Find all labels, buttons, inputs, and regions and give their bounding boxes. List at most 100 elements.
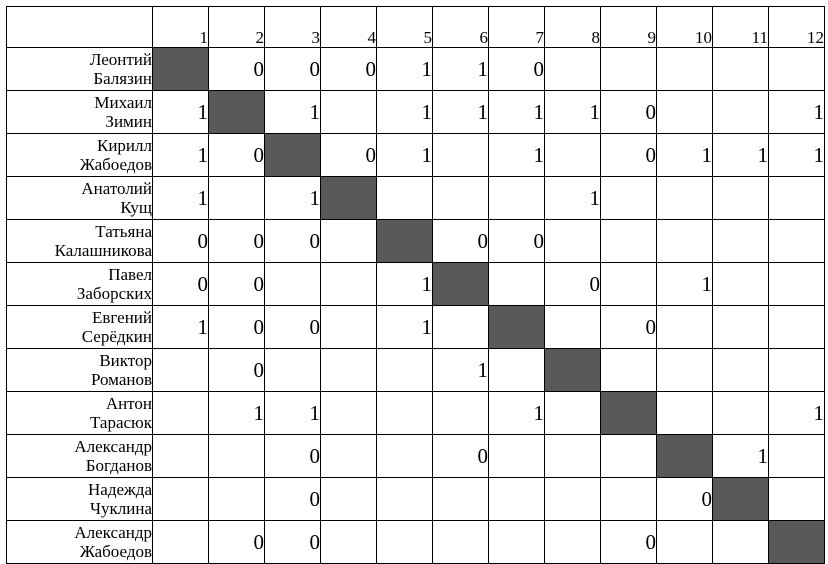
matrix-cell[interactable]: [656, 348, 713, 392]
matrix-cell[interactable]: 1: [432, 47, 489, 91]
matrix-cell[interactable]: 0: [264, 47, 321, 91]
matrix-cell[interactable]: [320, 262, 377, 306]
matrix-cell[interactable]: [600, 47, 657, 91]
matrix-cell[interactable]: [152, 391, 209, 435]
matrix-cell[interactable]: [712, 47, 769, 91]
matrix-cell[interactable]: [544, 391, 601, 435]
matrix-cell[interactable]: 1: [376, 47, 433, 91]
matrix-cell[interactable]: [656, 90, 713, 134]
matrix-cell[interactable]: [488, 434, 545, 478]
matrix-cell[interactable]: [208, 176, 265, 220]
matrix-cell[interactable]: 0: [208, 305, 265, 349]
matrix-cell[interactable]: 1: [152, 305, 209, 349]
matrix-cell[interactable]: 0: [488, 219, 545, 263]
matrix-cell[interactable]: [600, 262, 657, 306]
matrix-cell[interactable]: [152, 348, 209, 392]
matrix-cell[interactable]: [768, 262, 825, 306]
matrix-cell[interactable]: [544, 477, 601, 521]
matrix-cell[interactable]: [712, 90, 769, 134]
matrix-cell[interactable]: 0: [264, 219, 321, 263]
matrix-cell[interactable]: [432, 176, 489, 220]
matrix-cell[interactable]: 1: [712, 133, 769, 177]
matrix-cell[interactable]: 0: [208, 133, 265, 177]
matrix-cell[interactable]: 0: [264, 434, 321, 478]
matrix-cell[interactable]: 0: [152, 262, 209, 306]
matrix-cell-diagonal[interactable]: [488, 305, 545, 349]
matrix-cell[interactable]: [376, 348, 433, 392]
matrix-cell[interactable]: 1: [544, 176, 601, 220]
matrix-cell-diagonal[interactable]: [432, 262, 489, 306]
matrix-cell[interactable]: [656, 219, 713, 263]
matrix-cell[interactable]: [600, 176, 657, 220]
matrix-cell-diagonal[interactable]: [712, 477, 769, 521]
matrix-cell[interactable]: [152, 434, 209, 478]
matrix-cell[interactable]: 0: [432, 434, 489, 478]
matrix-cell[interactable]: [600, 219, 657, 263]
matrix-cell[interactable]: 0: [432, 219, 489, 263]
matrix-cell[interactable]: 0: [600, 90, 657, 134]
matrix-cell[interactable]: [320, 90, 377, 134]
matrix-cell-diagonal[interactable]: [264, 133, 321, 177]
matrix-cell[interactable]: 1: [208, 391, 265, 435]
matrix-cell[interactable]: 0: [600, 520, 657, 564]
matrix-cell[interactable]: [656, 176, 713, 220]
matrix-cell[interactable]: [264, 348, 321, 392]
matrix-cell[interactable]: [320, 434, 377, 478]
matrix-cell[interactable]: 1: [376, 262, 433, 306]
matrix-cell[interactable]: [768, 176, 825, 220]
matrix-cell[interactable]: 1: [376, 305, 433, 349]
matrix-cell[interactable]: [712, 520, 769, 564]
matrix-cell[interactable]: [152, 520, 209, 564]
matrix-cell-diagonal[interactable]: [208, 90, 265, 134]
matrix-cell[interactable]: [488, 520, 545, 564]
matrix-cell[interactable]: [432, 305, 489, 349]
matrix-cell[interactable]: [376, 391, 433, 435]
matrix-cell[interactable]: 0: [208, 219, 265, 263]
matrix-cell[interactable]: [376, 434, 433, 478]
matrix-cell[interactable]: 1: [768, 133, 825, 177]
matrix-cell[interactable]: [264, 262, 321, 306]
matrix-cell[interactable]: [712, 305, 769, 349]
matrix-cell[interactable]: [152, 477, 209, 521]
matrix-cell[interactable]: 1: [264, 176, 321, 220]
matrix-cell[interactable]: [320, 305, 377, 349]
matrix-cell[interactable]: [432, 133, 489, 177]
matrix-cell[interactable]: 1: [488, 391, 545, 435]
matrix-cell[interactable]: 0: [152, 219, 209, 263]
matrix-cell[interactable]: [600, 348, 657, 392]
matrix-cell[interactable]: [376, 176, 433, 220]
matrix-cell-diagonal[interactable]: [320, 176, 377, 220]
matrix-cell[interactable]: [544, 520, 601, 564]
matrix-cell[interactable]: 1: [768, 90, 825, 134]
matrix-cell[interactable]: 0: [488, 47, 545, 91]
matrix-cell[interactable]: 1: [656, 133, 713, 177]
matrix-cell[interactable]: 1: [152, 90, 209, 134]
matrix-cell[interactable]: 0: [656, 477, 713, 521]
matrix-cell[interactable]: 1: [432, 90, 489, 134]
matrix-cell[interactable]: 0: [600, 133, 657, 177]
matrix-cell[interactable]: [712, 219, 769, 263]
matrix-cell[interactable]: 0: [264, 520, 321, 564]
matrix-cell[interactable]: [488, 176, 545, 220]
matrix-cell[interactable]: 0: [264, 477, 321, 521]
matrix-cell[interactable]: 0: [208, 348, 265, 392]
matrix-cell[interactable]: [544, 219, 601, 263]
matrix-cell-diagonal[interactable]: [376, 219, 433, 263]
matrix-cell[interactable]: 1: [376, 90, 433, 134]
matrix-cell[interactable]: [544, 434, 601, 478]
matrix-cell[interactable]: [488, 262, 545, 306]
matrix-cell[interactable]: 1: [376, 133, 433, 177]
matrix-cell[interactable]: [600, 434, 657, 478]
matrix-cell[interactable]: 1: [768, 391, 825, 435]
matrix-cell[interactable]: [320, 219, 377, 263]
matrix-cell[interactable]: [768, 348, 825, 392]
matrix-cell[interactable]: [768, 219, 825, 263]
matrix-cell[interactable]: [488, 348, 545, 392]
matrix-cell[interactable]: [656, 391, 713, 435]
matrix-cell[interactable]: 0: [544, 262, 601, 306]
matrix-cell[interactable]: 0: [208, 262, 265, 306]
matrix-cell[interactable]: [320, 348, 377, 392]
matrix-cell[interactable]: 1: [432, 348, 489, 392]
matrix-cell[interactable]: 0: [600, 305, 657, 349]
matrix-cell[interactable]: 1: [488, 133, 545, 177]
